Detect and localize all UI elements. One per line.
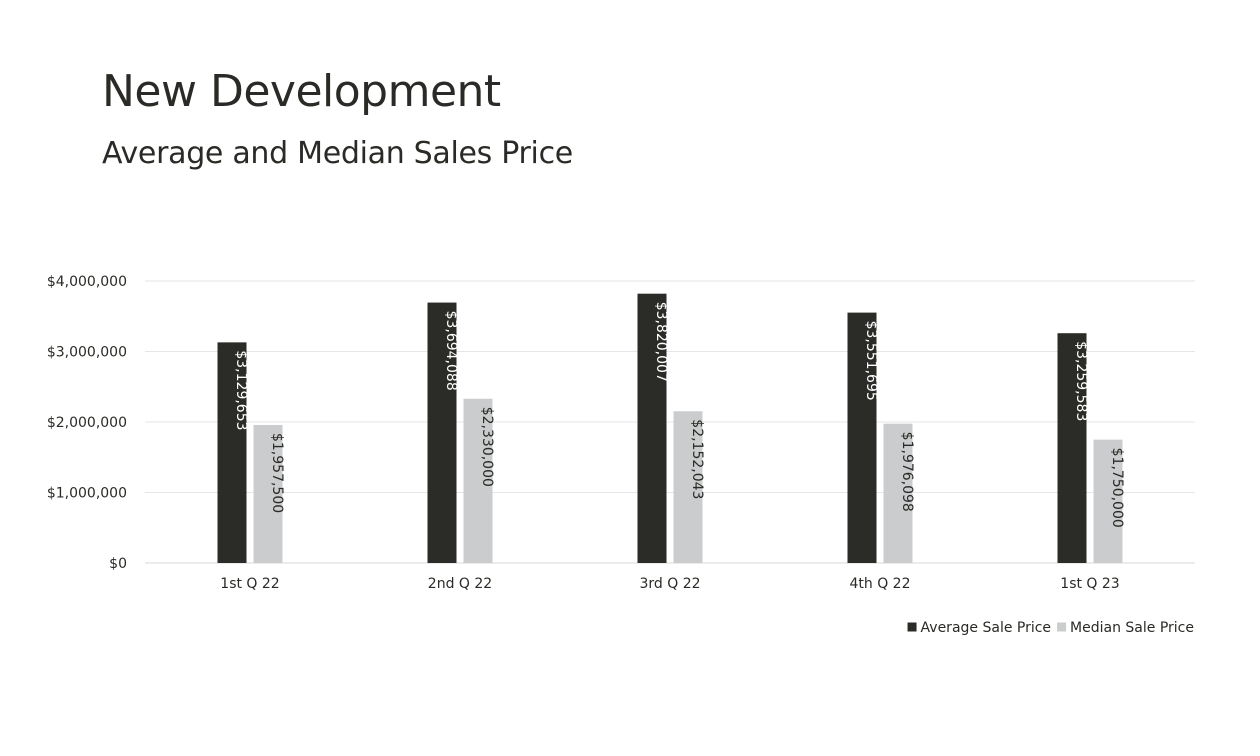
- legend-swatch-average: [907, 622, 917, 632]
- bar-data-label: $2,330,000: [479, 407, 495, 487]
- x-tick-label: 2nd Q 22: [428, 576, 492, 592]
- y-axis-ticks: $0 $1,000,000 $2,000,000 $3,000,000 $4,000,0…: [47, 274, 127, 572]
- legend: Median Sale Price Average Sale Price: [907, 620, 1194, 636]
- bar-data-label: $1,957,500: [269, 433, 285, 513]
- bar-data-label: $2,152,043: [689, 419, 705, 499]
- bar-data-label: $3,551,695: [863, 321, 879, 401]
- x-tick-label: 3rd Q 22: [639, 576, 700, 592]
- bar-median: [253, 424, 283, 563]
- bars: $3,129,653 $1,957,500 $3,694,088 $2,330,000…: [217, 293, 1125, 563]
- bar-data-label: $3,820,007: [653, 302, 669, 382]
- bar-average: [847, 312, 877, 563]
- bar-average: [1057, 333, 1087, 563]
- bar-data-label: $3,694,088: [443, 311, 459, 391]
- y-tick-label: $4,000,000: [47, 274, 127, 290]
- x-tick-label: 1st Q 23: [1060, 576, 1119, 592]
- x-axis-ticks: 1st Q 22 2nd Q 22 3rd Q 22 4th Q 22 1st Q 23: [220, 576, 1119, 592]
- chart-subtitle: Average and Median Sales Price: [102, 136, 573, 171]
- x-tick-label: 1st Q 22: [220, 576, 279, 592]
- y-tick-label: $0: [109, 556, 127, 572]
- bar-data-label: $3,129,653: [233, 350, 249, 430]
- bar-median: [1093, 439, 1123, 563]
- bar-median: [883, 423, 913, 563]
- legend-swatch-median: [1057, 622, 1067, 632]
- bar-data-label: $1,976,098: [899, 432, 915, 512]
- bar-median: [673, 411, 703, 563]
- bar-data-label: $1,750,000: [1109, 448, 1125, 528]
- chart-title: New Development: [102, 66, 501, 117]
- y-tick-label: $3,000,000: [47, 345, 127, 361]
- bar-median: [463, 398, 493, 563]
- legend-label-average: Average Sale Price: [921, 620, 1052, 636]
- gridlines: [145, 280, 1195, 564]
- y-tick-label: $1,000,000: [47, 486, 127, 502]
- bar-average: [427, 302, 457, 563]
- y-tick-label: $2,000,000: [47, 415, 127, 431]
- bar-data-label: $3,259,583: [1073, 341, 1089, 421]
- x-tick-label: 4th Q 22: [849, 576, 910, 592]
- bar-average: [637, 293, 667, 563]
- legend-label-median: Median Sale Price: [1070, 620, 1194, 636]
- bar-average: [217, 342, 247, 563]
